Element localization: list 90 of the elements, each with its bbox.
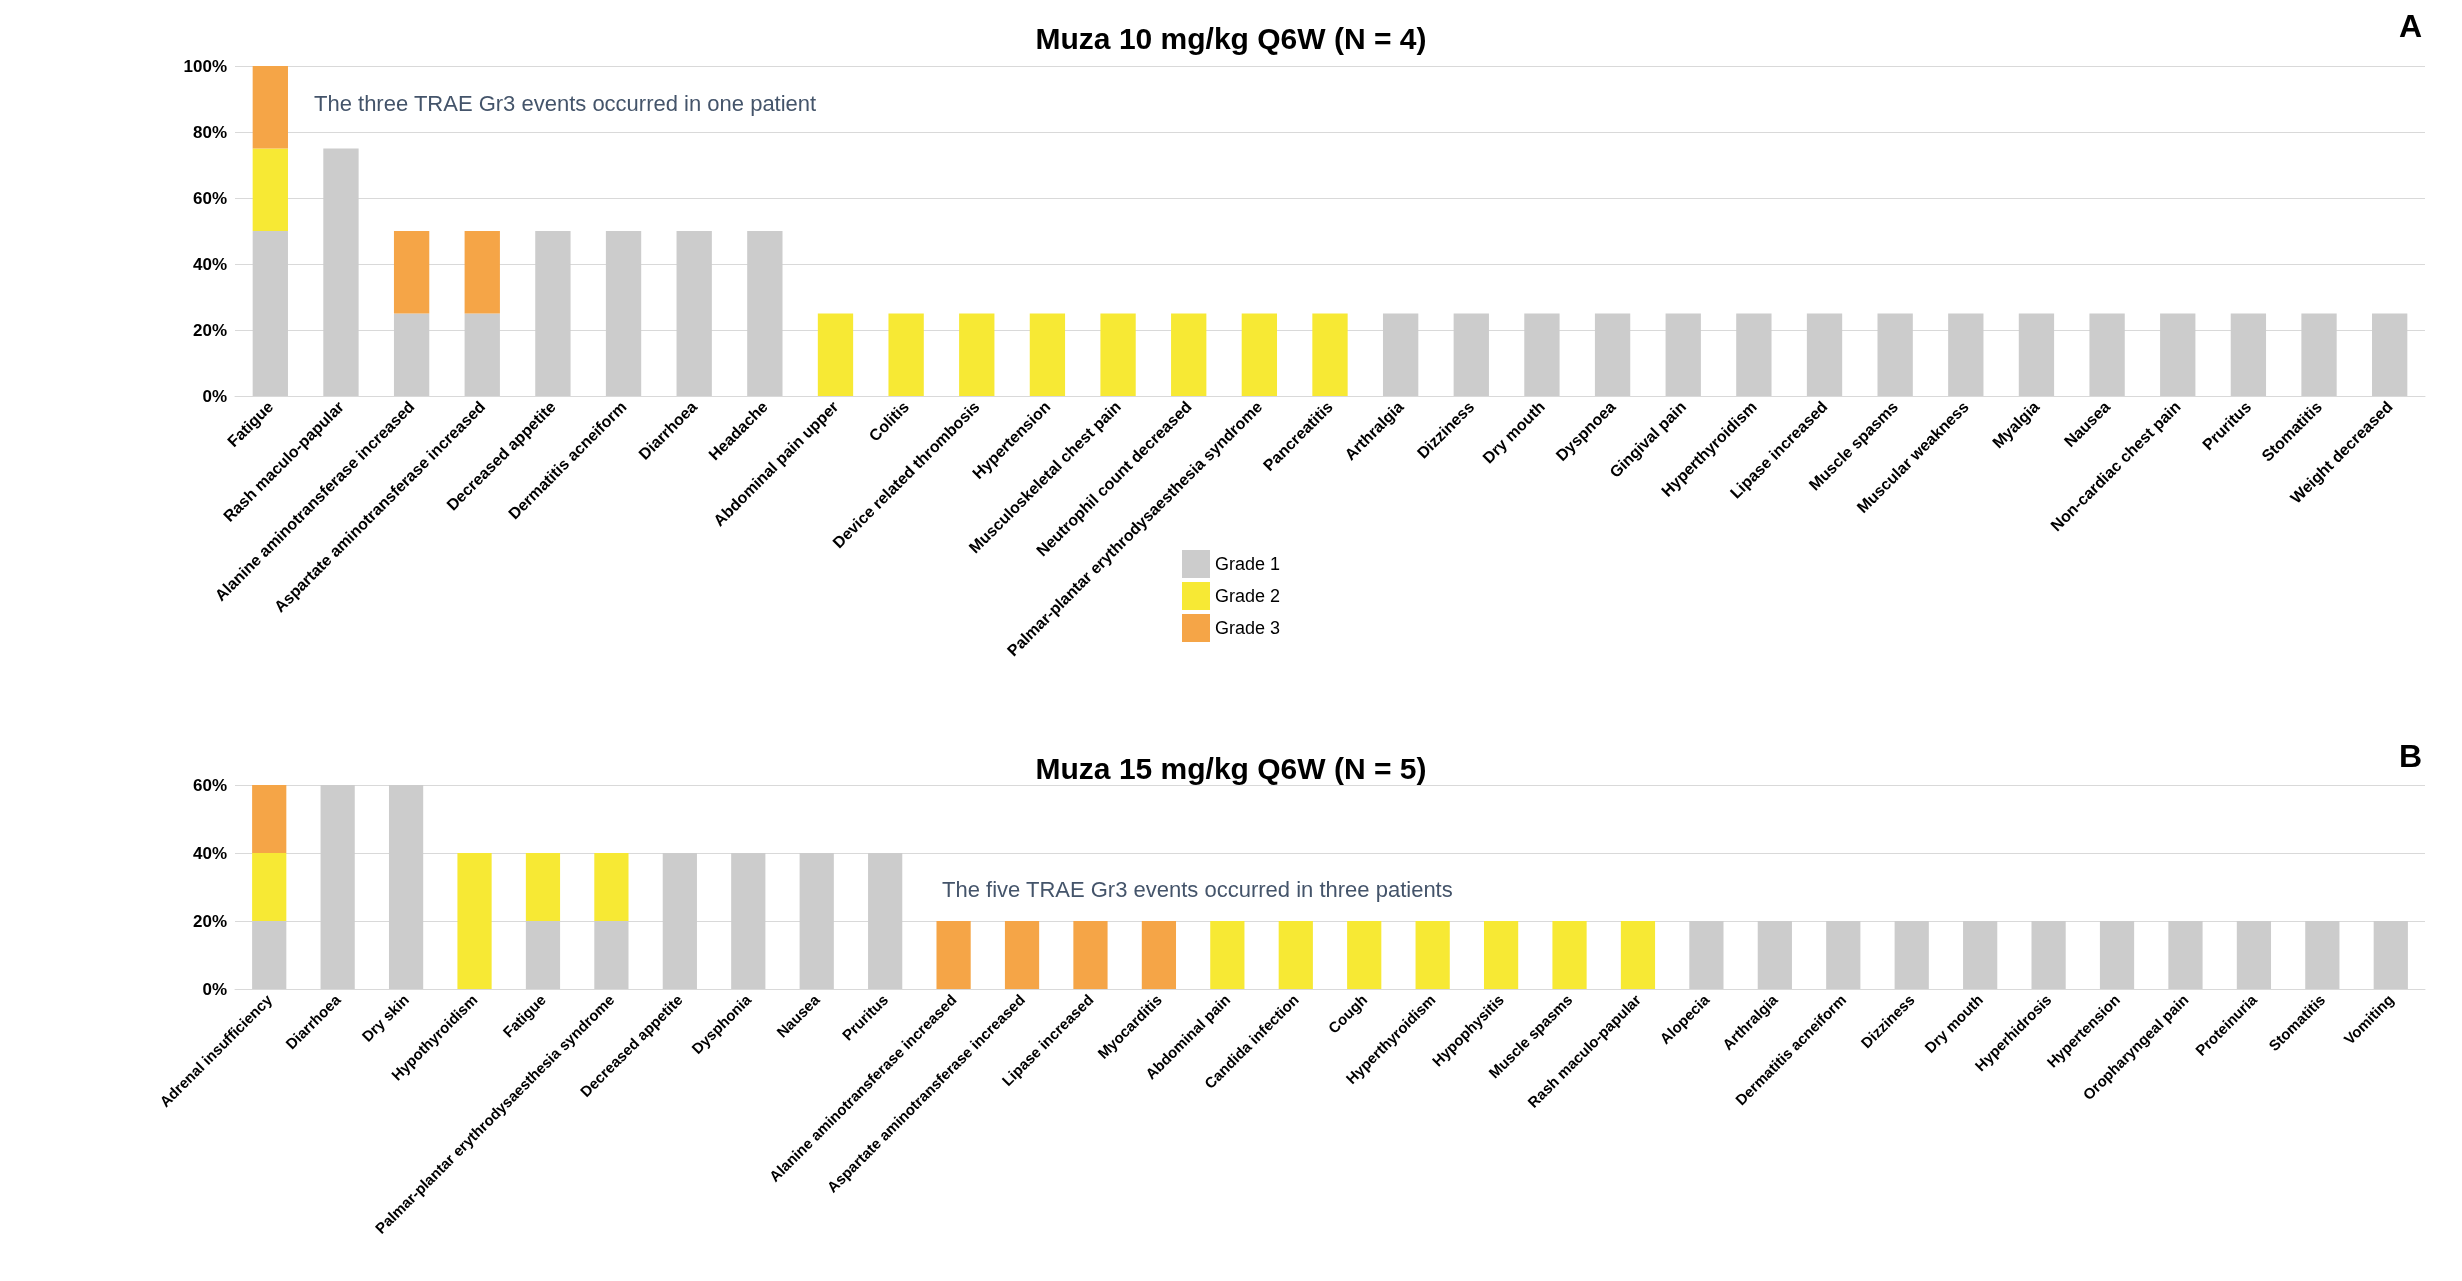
bar — [252, 853, 287, 921]
bar — [1620, 921, 1656, 989]
bar — [2168, 921, 2203, 989]
bar — [252, 231, 288, 396]
y-tick-label: 40% — [192, 843, 227, 863]
bar — [2089, 313, 2125, 396]
bar — [464, 313, 500, 396]
y-tick-label: 20% — [192, 911, 227, 931]
bar — [1665, 313, 1701, 396]
bar — [457, 853, 492, 989]
y-tick-label: 40% — [192, 254, 227, 274]
bar — [1826, 921, 1861, 989]
bar — [1141, 921, 1177, 989]
bar — [320, 785, 355, 989]
bar — [1689, 921, 1724, 989]
bar — [2372, 313, 2408, 396]
bar — [388, 785, 424, 989]
bar — [868, 853, 903, 989]
y-tick-label: 20% — [192, 320, 227, 340]
bar — [1894, 921, 1929, 989]
text: B — [2398, 738, 2422, 774]
bar — [2099, 921, 2135, 989]
bar — [1877, 313, 1913, 396]
annotation: The five TRAE Gr3 events occurred in three patients — [942, 876, 1453, 902]
bar — [594, 921, 629, 989]
bar — [1594, 313, 1631, 396]
bar — [1757, 921, 1792, 989]
bar — [605, 231, 642, 396]
bar — [2305, 921, 2340, 989]
bar — [1736, 313, 1772, 396]
bar — [1073, 921, 1108, 989]
bar — [252, 148, 288, 231]
bar — [2373, 921, 2408, 989]
bar — [535, 231, 571, 396]
y-tick-label: 60% — [192, 188, 227, 208]
bar — [594, 853, 629, 921]
bar — [1948, 313, 1984, 396]
y-tick-label: 100% — [183, 56, 227, 76]
bar — [1312, 313, 1348, 396]
bar — [252, 921, 287, 989]
bar — [2230, 313, 2267, 396]
bar — [1552, 921, 1587, 989]
bar — [2236, 921, 2272, 989]
legend-label: Grade 2 — [1214, 586, 1281, 606]
y-tick-label: 0% — [202, 979, 227, 999]
bar — [747, 231, 783, 396]
bar — [1415, 921, 1450, 989]
bar — [799, 853, 834, 989]
bar — [1382, 313, 1419, 396]
bar — [1806, 313, 1843, 396]
bar — [959, 313, 995, 396]
bar — [888, 313, 924, 396]
bar — [252, 66, 288, 149]
y-tick-label: 0% — [202, 386, 227, 406]
bar — [1453, 313, 1489, 396]
bar — [731, 853, 766, 989]
bar — [1210, 921, 1245, 989]
bar — [1100, 313, 1136, 396]
bar — [252, 785, 287, 853]
chart-title: Muza 10 mg/kg Q6W (N = 4) — [1035, 21, 1427, 55]
text: A — [2398, 8, 2422, 44]
bar — [2018, 313, 2055, 396]
bar — [1278, 921, 1313, 989]
bar — [2160, 313, 2196, 396]
bar — [1483, 921, 1519, 989]
bar — [525, 853, 561, 921]
chart-title: Muza 15 mg/kg Q6W (N = 5) — [1035, 751, 1427, 785]
bar — [1241, 313, 1278, 396]
y-tick-label: 60% — [192, 775, 227, 795]
bar — [464, 231, 500, 314]
bar — [1171, 313, 1207, 396]
bar — [1029, 313, 1066, 396]
bar — [1004, 921, 1040, 989]
y-tick-label: 80% — [192, 122, 227, 142]
bar — [817, 313, 854, 396]
bar — [2301, 313, 2337, 396]
bar — [1347, 921, 1382, 989]
legend-label: Grade 3 — [1214, 618, 1281, 638]
bar — [936, 921, 971, 989]
bar — [525, 921, 561, 989]
bar — [323, 148, 359, 396]
legend-label: Grade 1 — [1214, 554, 1281, 574]
bar — [1963, 921, 1998, 989]
bar — [676, 231, 712, 396]
bar — [662, 853, 697, 989]
bar — [1524, 313, 1560, 396]
annotation: The three TRAE Gr3 events occurred in one patient — [314, 90, 817, 116]
bar — [393, 231, 430, 314]
bar — [2031, 921, 2066, 989]
bar — [393, 313, 430, 396]
